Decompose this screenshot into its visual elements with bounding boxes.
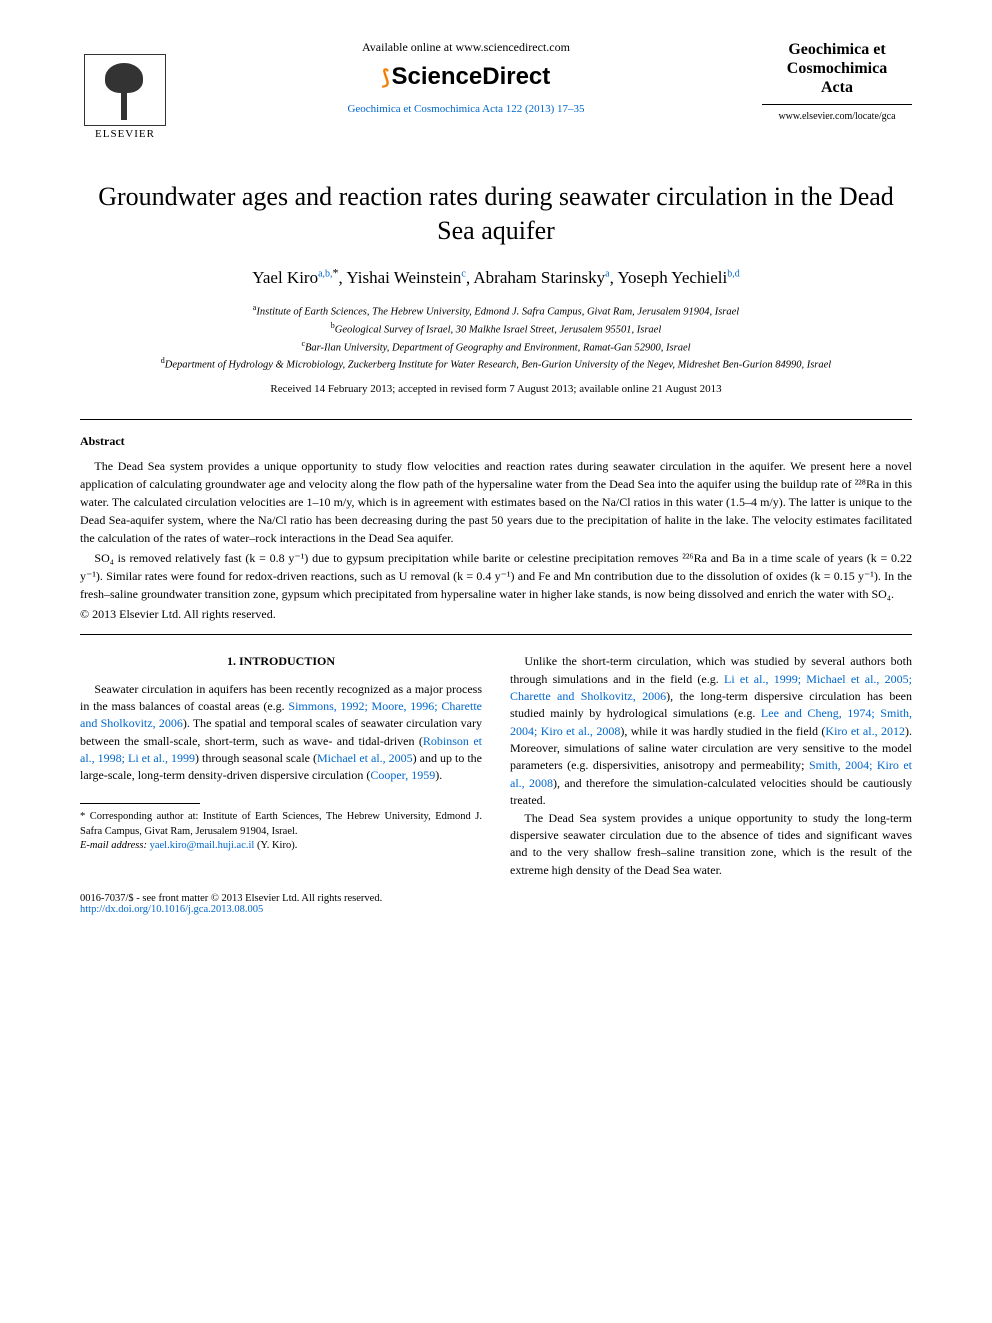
article-dates: Received 14 February 2013; accepted in r…: [80, 383, 912, 395]
citation-link[interactable]: Michael et al., 2005: [317, 751, 413, 765]
section-1-heading: 1. INTRODUCTION: [80, 653, 482, 670]
header-center: Available online at www.sciencedirect.co…: [170, 40, 762, 115]
sciencedirect-text: ScienceDirect: [392, 63, 551, 90]
affil-a: aInstitute of Earth Sciences, The Hebrew…: [80, 302, 912, 320]
intro-right-p2: The Dead Sea system provides a unique op…: [510, 810, 912, 880]
abstract-p2: SO₄ is removed relatively fast (k = 0.8 …: [80, 549, 912, 603]
corresponding-author-footnote: * Corresponding author at: Institute of …: [80, 810, 482, 854]
abstract-rule-top: [80, 419, 912, 420]
article-title: Groundwater ages and reaction rates duri…: [80, 180, 912, 248]
author-0: Yael Kiroa,b,*: [252, 268, 338, 287]
email-label: E-mail address:: [80, 840, 150, 851]
citation-link[interactable]: Kiro et al., 2012: [825, 724, 905, 738]
sciencedirect-logo: ⟆ScienceDirect: [190, 63, 742, 91]
abstract-body: The Dead Sea system provides a unique op…: [80, 457, 912, 603]
author-0-corr-mark: *: [333, 266, 339, 280]
corr-author-text: * Corresponding author at: Institute of …: [80, 810, 482, 839]
author-2: Abraham Starinskya: [473, 268, 609, 287]
author-1-affil: c: [461, 269, 465, 280]
elsevier-label: ELSEVIER: [95, 128, 155, 140]
elsevier-logo: ELSEVIER: [80, 40, 170, 140]
affil-c: cBar-Ilan University, Department of Geog…: [80, 338, 912, 356]
author-list: Yael Kiroa,b,*, Yishai Weinsteinc, Abrah…: [80, 266, 912, 289]
journal-name-line3: Acta: [821, 79, 853, 96]
author-1: Yishai Weinsteinc: [346, 268, 465, 287]
author-3: Yoseph Yechielib,d: [617, 268, 739, 287]
citation-link[interactable]: Cooper, 1959: [370, 768, 435, 782]
affiliations: aInstitute of Earth Sciences, The Hebrew…: [80, 302, 912, 373]
email-owner: (Y. Kiro).: [254, 840, 297, 851]
affil-b: bGeological Survey of Israel, 30 Malkhe …: [80, 320, 912, 338]
abstract-label: Abstract: [80, 434, 912, 449]
journal-citation: Geochimica et Cosmochimica Acta 122 (201…: [190, 103, 742, 115]
intro-left-p1: Seawater circulation in aquifers has bee…: [80, 681, 482, 785]
email-link[interactable]: yael.kiro@mail.huji.ac.il: [150, 840, 255, 851]
intro-right-p1: Unlike the short-term circulation, which…: [510, 653, 912, 810]
journal-name: Geochimica et Cosmochimica Acta: [762, 40, 912, 98]
body-columns: 1. INTRODUCTION Seawater circulation in …: [80, 653, 912, 879]
email-line: E-mail address: yael.kiro@mail.huji.ac.i…: [80, 839, 482, 854]
article-page: ELSEVIER Available online at www.science…: [0, 0, 992, 955]
right-column: Unlike the short-term circulation, which…: [510, 653, 912, 879]
issn-line: 0016-7037/$ - see front matter © 2013 El…: [80, 893, 912, 904]
sd-swoosh-icon: ⟆: [382, 67, 390, 89]
abstract-rule-bottom: [80, 634, 912, 635]
journal-brand-block: Geochimica et Cosmochimica Acta www.else…: [762, 40, 912, 122]
author-0-affil: a,b,: [318, 269, 332, 280]
elsevier-tree-icon: [84, 54, 166, 126]
available-online-text: Available online at www.sciencedirect.co…: [190, 40, 742, 55]
footnote-separator: [80, 803, 200, 804]
journal-locate-url: www.elsevier.com/locate/gca: [762, 111, 912, 122]
abstract-p1: The Dead Sea system provides a unique op…: [80, 457, 912, 547]
author-1-name: Yishai Weinstein: [346, 268, 461, 287]
left-column: 1. INTRODUCTION Seawater circulation in …: [80, 653, 482, 879]
affil-d: dDepartment of Hydrology & Microbiology,…: [80, 355, 912, 373]
author-3-affil: b,d: [727, 269, 740, 280]
journal-name-line2: Cosmochimica: [787, 60, 887, 77]
page-header: ELSEVIER Available online at www.science…: [80, 40, 912, 140]
author-2-name: Abraham Starinsky: [473, 268, 605, 287]
front-matter-line: 0016-7037/$ - see front matter © 2013 El…: [80, 893, 912, 915]
journal-name-line1: Geochimica et: [788, 41, 885, 58]
author-3-name: Yoseph Yechieli: [617, 268, 727, 287]
copyright-line: © 2013 Elsevier Ltd. All rights reserved…: [80, 607, 912, 622]
author-0-name: Yael Kiro: [252, 268, 318, 287]
author-2-affil: a: [605, 269, 609, 280]
journal-brand-rule: [762, 104, 912, 105]
journal-citation-link[interactable]: Geochimica et Cosmochimica Acta 122 (201…: [347, 103, 584, 115]
doi-link[interactable]: http://dx.doi.org/10.1016/j.gca.2013.08.…: [80, 904, 912, 915]
